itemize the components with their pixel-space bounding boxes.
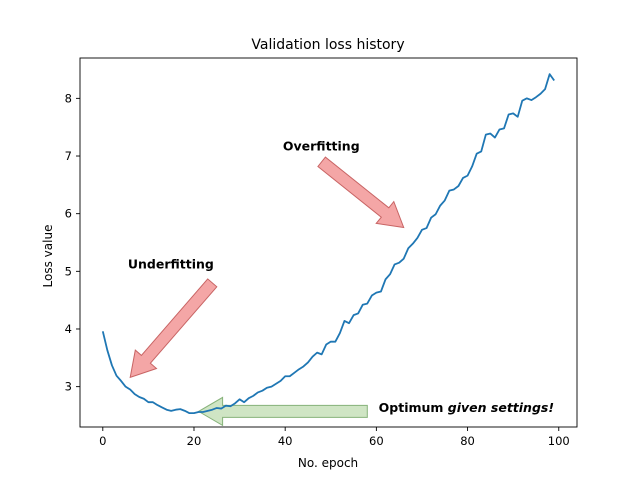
x-tick-label: 80: [460, 434, 475, 448]
y-tick-label: 4: [65, 322, 72, 336]
plot-area: [101, 73, 555, 415]
annotation-text-italic: given settings!: [443, 400, 554, 415]
axis-ticks: 0 20 40 60 80 100 3 4 5 6 7 8: [65, 91, 570, 448]
x-tick-label: 20: [187, 434, 202, 448]
y-tick-label: 8: [65, 91, 72, 105]
series-line: [101, 73, 555, 415]
annotation-text: Underfitting: [128, 256, 214, 271]
annotation-arrow: [129, 278, 218, 379]
annotation-arrow: [317, 156, 405, 229]
y-tick-label: 7: [65, 149, 72, 163]
x-axis-label: No. epoch: [298, 456, 358, 470]
x-tick-label: 60: [369, 434, 384, 448]
x-tick-label: 40: [278, 434, 293, 448]
y-tick-label: 5: [65, 264, 72, 278]
y-tick-label: 6: [65, 207, 72, 221]
annotation-label: Underfitting: [128, 256, 214, 271]
y-tick-label: 3: [65, 380, 72, 394]
annotations: Underfitting Overfitting Optimum given set…: [128, 138, 554, 427]
annotation-label: Optimum given settings!: [379, 400, 554, 415]
annotation-arrow: [197, 396, 368, 427]
x-tick-label: 100: [548, 434, 570, 448]
annotation-label: Overfitting: [283, 138, 360, 153]
annotation-text: Overfitting: [283, 138, 360, 153]
axes-frame: [79, 57, 578, 428]
y-axis-label: Loss value: [41, 225, 55, 288]
chart-title: Validation loss history: [251, 37, 404, 53]
x-tick-label: 0: [99, 434, 106, 448]
annotation-text: Optimum: [379, 400, 444, 415]
